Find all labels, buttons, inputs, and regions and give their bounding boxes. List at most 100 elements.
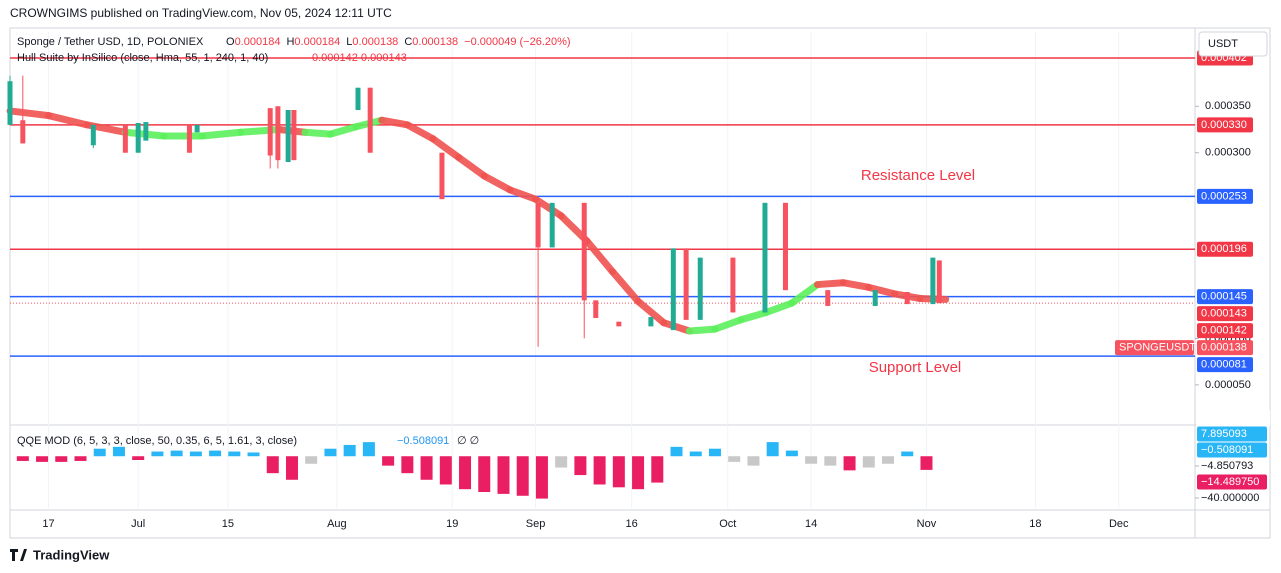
candle-body	[930, 257, 936, 305]
x-tick-label: Jul	[131, 518, 145, 530]
qqe-bar	[785, 450, 798, 457]
open-value: 0.000184	[235, 36, 281, 48]
candle-body	[648, 317, 654, 327]
currency-box[interactable]	[1198, 31, 1268, 57]
currency[interactable]: USDT	[1208, 38, 1238, 50]
hull-segment	[326, 123, 360, 138]
plot-layer: 17 Jul 15 Aug 19 Sep 16 Oct 14 Nov 18 Dec 0.000350 0.…	[6, 32, 1270, 530]
pane-cover	[1196, 410, 1270, 426]
candle-body	[936, 260, 942, 304]
qqe-bar	[535, 456, 548, 499]
candle-body	[355, 87, 361, 110]
price-label: 0.000196	[1201, 243, 1247, 255]
price-label-box	[1197, 340, 1253, 356]
hull-segment	[480, 172, 514, 194]
hull-segment	[711, 316, 745, 333]
qqe-bar	[882, 456, 895, 464]
qqe-bar	[478, 456, 491, 492]
qqe-bar	[285, 456, 298, 480]
candle-body	[20, 120, 26, 144]
price-label-box	[1197, 117, 1253, 133]
x-tick-label: 18	[1029, 518, 1041, 530]
candle-body	[762, 202, 768, 313]
qqe-value: −0.508091	[397, 435, 449, 447]
qqe-bar	[151, 451, 164, 457]
high-value: 0.000184	[294, 36, 340, 48]
qqe-bar	[266, 456, 279, 474]
qqe-bar	[93, 448, 106, 457]
hull-legend: Hull Suite by InSilico (close, Hma, 55, …	[17, 52, 268, 64]
x-tick-label: 19	[446, 518, 458, 530]
x-tick-label: 16	[626, 518, 638, 530]
qqe-bar	[343, 444, 356, 457]
price-label: 0.000253	[1201, 190, 1247, 202]
hull-segment	[506, 186, 540, 203]
qqe-bar	[843, 456, 856, 471]
qqe-label-box	[1197, 474, 1267, 490]
candle-body	[367, 87, 373, 153]
qqe-label-box	[1197, 426, 1267, 442]
qqe-bar	[574, 456, 587, 476]
candle-body	[782, 202, 788, 291]
qqe-bar	[382, 456, 395, 466]
hull-segment	[865, 283, 898, 298]
qqe-bar	[459, 456, 472, 490]
brand: TradingView	[10, 547, 110, 562]
candle-body	[267, 108, 273, 156]
qqe-bar	[132, 456, 145, 460]
symbol-tag-box	[1115, 340, 1194, 356]
y-tick-label: 0.000050	[1205, 379, 1251, 391]
qqe-bar	[16, 456, 29, 461]
qqe-bar	[805, 456, 818, 464]
qqe-bar	[74, 456, 87, 461]
qqe-label: −4.850793	[1201, 460, 1253, 472]
qqe-bar	[209, 450, 222, 457]
x-tick-label: 14	[805, 518, 817, 530]
hull-segment	[685, 325, 719, 335]
qqe-bar	[497, 456, 510, 494]
hull-segment	[455, 153, 488, 180]
qqe-label: −14.489750	[1201, 476, 1259, 488]
hull-segment	[762, 299, 796, 316]
ohlc-legend: O0.000184 H0.000184 L0.000138 C0.000138 −0.0…	[226, 36, 571, 48]
candle-body	[135, 123, 141, 153]
qqe-bar	[651, 456, 664, 483]
resistance-annotation: Resistance Level	[861, 167, 975, 184]
candle-body	[697, 257, 703, 320]
candle-body	[143, 122, 149, 141]
price-label-box	[1197, 289, 1253, 305]
hull-segment	[583, 237, 616, 276]
qqe-bar	[593, 456, 606, 485]
hull-segment	[198, 128, 245, 140]
close-value: 0.000138	[412, 36, 458, 48]
price-label: 0.000142	[1201, 325, 1247, 337]
qqe-bar	[189, 451, 202, 457]
hull-segment	[788, 281, 822, 307]
hull-segment	[660, 319, 693, 335]
qqe-bar	[920, 456, 933, 470]
qqe-bar	[55, 456, 68, 462]
qqe-bar	[228, 451, 241, 457]
candle-body	[7, 81, 13, 125]
candle-body	[194, 124, 200, 133]
qqe-bar	[362, 442, 375, 457]
qqe-bar	[555, 456, 568, 468]
hull-segment	[532, 195, 565, 220]
qqe-bar	[401, 456, 414, 474]
candle-body	[535, 202, 541, 248]
price-label: 0.000138	[1201, 342, 1247, 354]
qqe-legend: QQE MOD (6, 5, 3, 3, close, 50, 0.35, 6,…	[17, 435, 297, 447]
header: CROWNGIMS published on TradingView.com, …	[10, 6, 392, 20]
candle-body	[90, 124, 96, 146]
symbol-legend: Sponge / Tether USD, 1D, POLONIEX	[17, 36, 204, 48]
qqe-bar	[439, 456, 452, 485]
hull-segment	[378, 116, 411, 129]
qqe-bar	[112, 446, 125, 457]
candle-body	[670, 248, 676, 331]
qqe-bar	[516, 456, 529, 496]
qqe-bar	[247, 452, 260, 457]
candle-body	[616, 321, 622, 327]
qqe-label: −0.508091	[1201, 444, 1253, 456]
x-tick-label: Oct	[719, 518, 736, 530]
